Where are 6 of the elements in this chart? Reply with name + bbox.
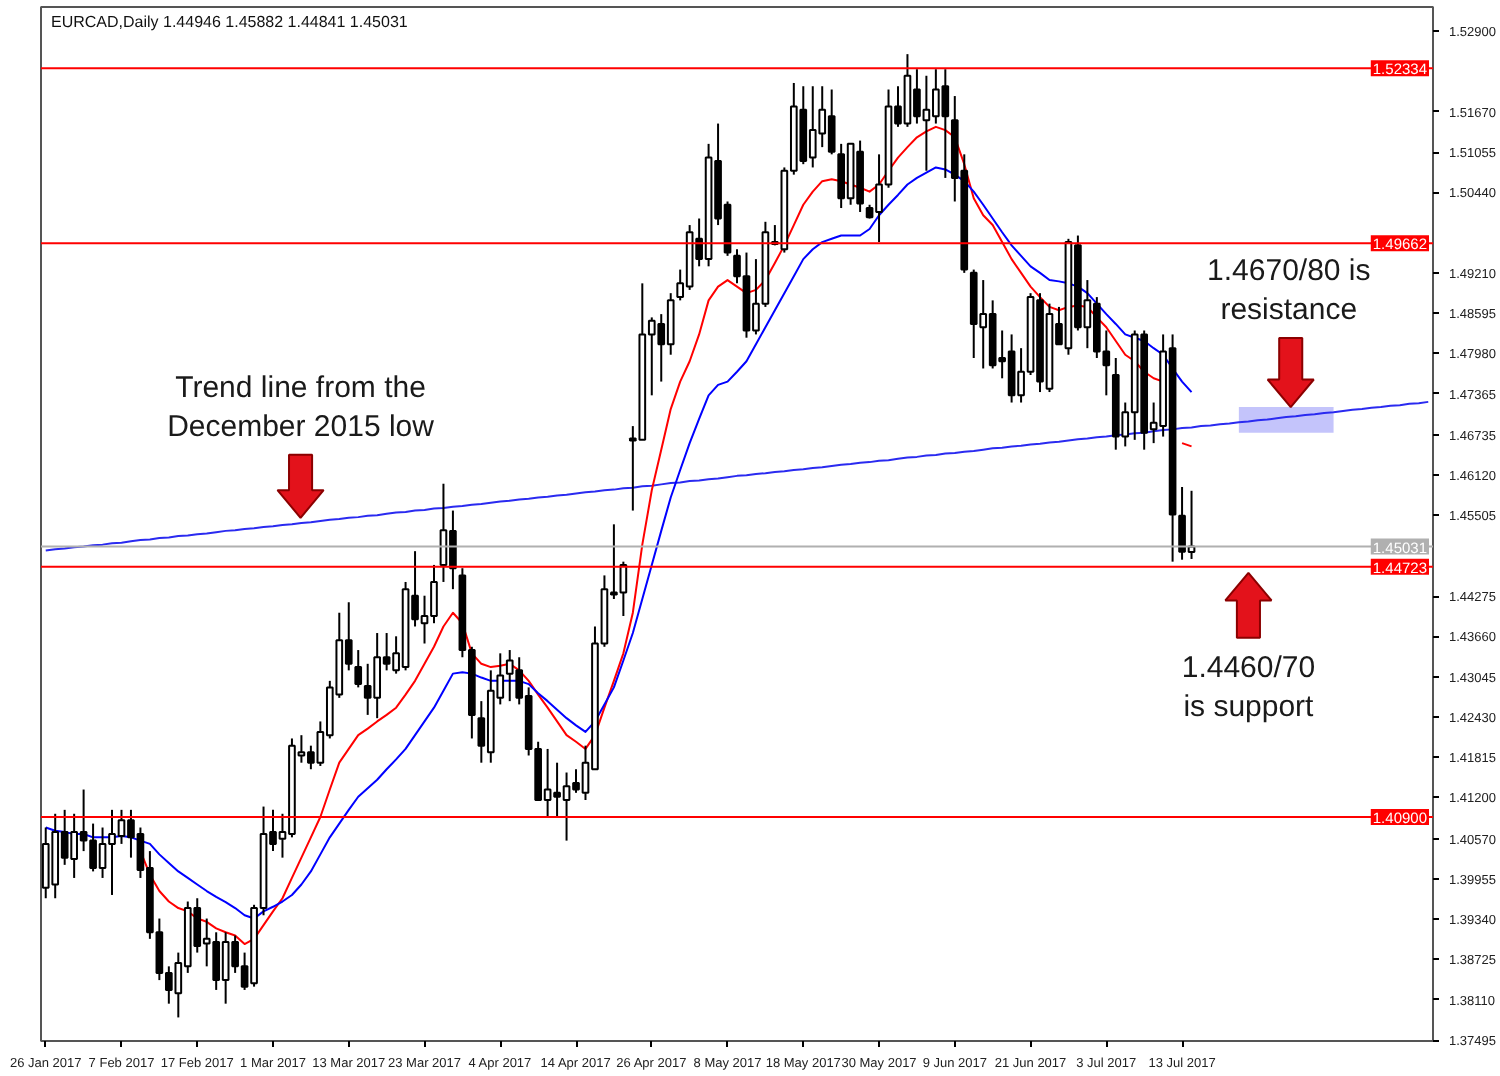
line-series — [44, 400, 1430, 552]
annotation: 1.4460/70 is support — [1181, 650, 1316, 724]
chart-title: EURCAD,Daily 1.44946 1.45882 1.44841 1.45031 — [51, 13, 409, 31]
annotation: Trend line from the December 2015 low — [167, 370, 435, 444]
annotation: 1.4670/80 is resistance — [1207, 254, 1371, 328]
candlestick — [354, 649, 363, 689]
